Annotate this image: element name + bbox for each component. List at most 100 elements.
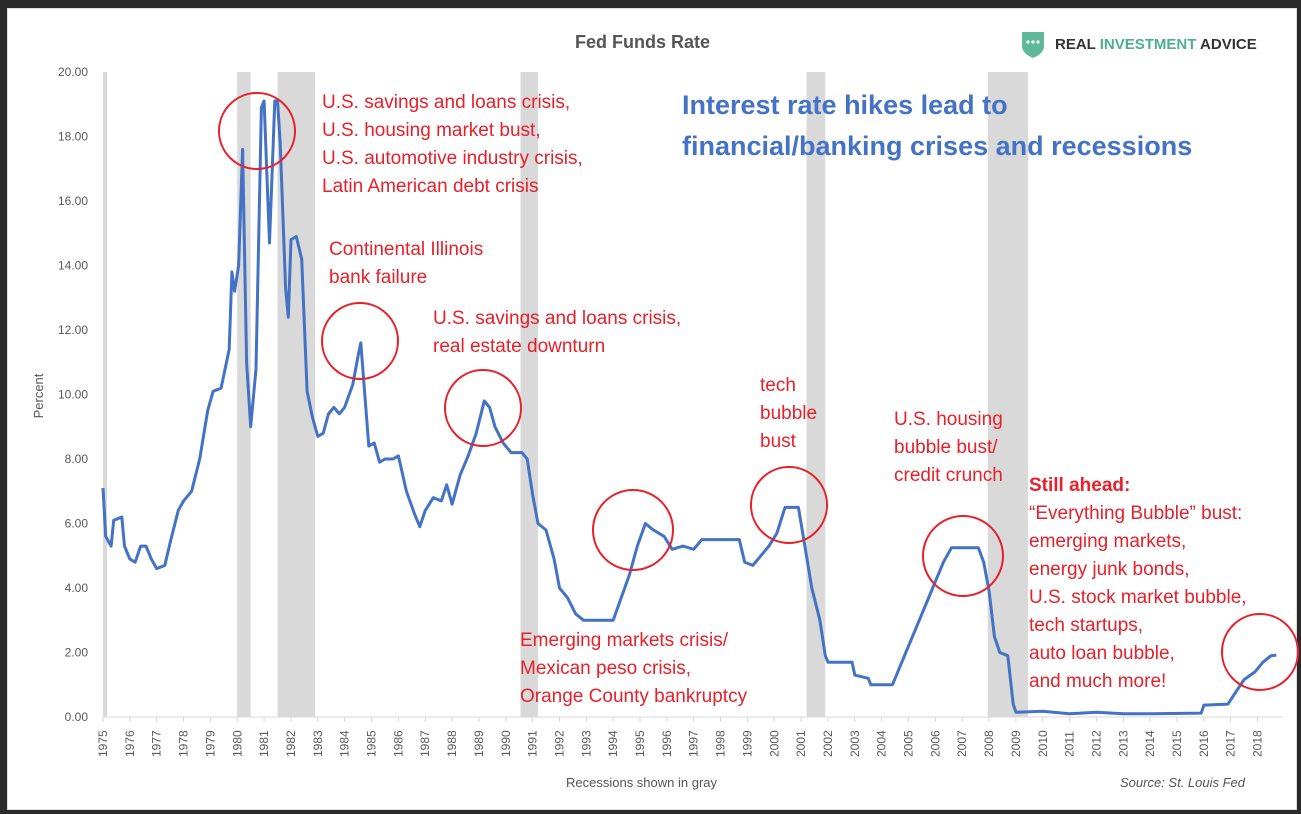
annotation-line: Continental Illinois [329,239,484,260]
highlight-circle [321,302,399,380]
annotation-2007: U.S. housing bubble bust/ credit crunch [894,406,1003,490]
highlight-circle [750,466,828,544]
annotation-heading: Still ahead: [1029,475,1131,496]
annotation-line: bust [760,431,796,452]
x-tick-label: 2018 [1251,730,1265,757]
x-tick-label: 1980 [230,730,244,757]
x-tick-label: 2006 [928,730,942,757]
x-tick-label: 1994 [606,730,620,757]
annotation-line: auto loan bubble, [1029,643,1175,664]
annotation-line: bubble [760,403,818,424]
highlight-circle [922,515,1004,597]
x-tick-label: 2013 [1116,730,1130,757]
x-tick-label: 2002 [821,730,835,757]
annotation-line: U.S. housing market bust, [322,120,541,141]
brand-logo: REAL INVESTMENT ADVICE [1020,30,1257,58]
x-tick-label: 1993 [579,730,593,757]
annotation-2000: tech bubble bust [760,372,817,456]
highlight-circle [1221,613,1299,691]
shield-icon [1022,32,1044,58]
x-tick-label: 2010 [1036,730,1050,757]
annotation-line: U.S. savings and loans crisis, [433,308,682,329]
y-tick-label: 4.00 [65,581,89,595]
annotation-line: tech startups, [1029,615,1144,636]
highlight-circle [218,92,296,170]
recession-band [806,72,826,717]
source-note: Source: St. Louis Fed [1120,775,1246,790]
logo-text-3: ADVICE [1196,35,1257,53]
annotation-line: bank failure [329,267,428,288]
y-tick-label: 10.00 [58,388,88,402]
x-tick-label: 1999 [740,730,754,757]
y-tick-label: 14.00 [58,259,88,273]
y-tick-label: 18.00 [58,130,88,144]
annotation-line: energy junk bonds, [1029,559,1190,580]
x-tick-label: 2003 [848,730,862,757]
x-tick-label: 1975 [96,730,110,757]
annotation-line: U.S. housing [894,409,1003,430]
x-tick-label: 1996 [660,730,674,757]
annotation-line: “Everything Bubble” bust: [1029,503,1243,524]
x-tick-label: 2007 [955,730,969,757]
recession-band [987,72,1028,717]
annotation-line: U.S. savings and loans crisis, [322,92,571,113]
annotation-1984: Continental Illinois bank failure [329,236,483,292]
x-tick-label: 1985 [365,730,379,757]
x-tick-label: 1995 [633,730,647,757]
annotation-line: bubble bust/ [894,437,998,458]
x-tick-label: 2001 [794,730,808,757]
annotation-still-ahead: Still ahead: “Everything Bubble” bust: e… [1029,472,1247,696]
x-tick-label: 1978 [177,730,191,757]
x-tick-label: 1998 [714,730,728,757]
y-tick-label: 20.00 [58,65,88,79]
x-tick-label: 2009 [1009,730,1023,757]
x-tick-label: 1981 [257,730,271,757]
annotation-line: and much more! [1029,671,1167,692]
y-tick-label: 0.00 [65,710,89,724]
x-tick-label: 1984 [338,730,352,757]
x-tick-label: 2000 [767,730,781,757]
y-tick-label: 12.00 [58,323,88,337]
highlight-circle [444,369,522,447]
y-tick-label: 6.00 [65,517,89,531]
x-tick-label: 2012 [1089,730,1103,757]
annotation-1989: U.S. savings and loans crisis, real esta… [433,305,681,361]
recession-band [277,72,316,717]
x-tick-label: 2008 [982,730,996,757]
y-tick-label: 8.00 [65,452,89,466]
annotation-line: tech [760,375,796,396]
x-tick-label: 2004 [875,730,889,757]
y-tick-label: 16.00 [58,194,88,208]
annotation-line: U.S. automotive industry crisis, [322,148,583,169]
annotation-line: real estate downturn [433,336,606,357]
y-tick-label: 2.00 [65,646,89,660]
annotation-line: credit crunch [894,465,1003,486]
recession-band [103,72,108,717]
x-tick-label: 2011 [1063,731,1077,757]
x-tick-label: 1987 [418,730,432,757]
annotation-line: emerging markets, [1029,531,1187,552]
annotation-line: U.S. stock market bubble, [1029,587,1247,608]
x-tick-label: 1991 [526,730,540,757]
chart-title: Fed Funds Rate [575,32,711,52]
logo-text-1: REAL [1055,35,1100,53]
x-tick-label: 1976 [123,730,137,757]
x-tick-label: 1982 [284,730,298,757]
x-tick-label: 1983 [311,730,325,757]
x-tick-label: 2015 [1170,730,1184,757]
annotation-1995: Emerging markets crisis/ Mexican peso cr… [520,627,747,711]
x-tick-label: 1997 [687,730,701,757]
x-tick-label: 1986 [391,730,405,757]
x-tick-label: 1990 [499,730,513,757]
headline-line: financial/banking crises and recessions [682,131,1193,161]
headline: Interest rate hikes lead to financial/ba… [682,85,1192,167]
headline-line: Interest rate hikes lead to [682,90,1008,120]
highlight-circle [592,489,674,571]
x-axis-title: Recessions shown in gray [566,775,718,790]
chart-panel [7,8,1297,810]
x-tick-label: 1992 [552,730,566,757]
x-tick-label: 2016 [1197,730,1211,757]
x-tick-label: 1979 [203,730,217,757]
annotation-line: Emerging markets crisis/ [520,630,728,651]
